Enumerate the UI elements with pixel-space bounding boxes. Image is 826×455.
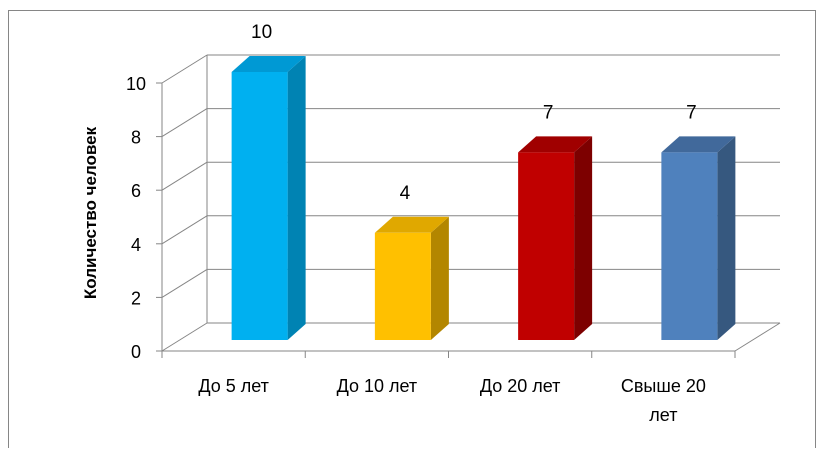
gridline-side	[161, 268, 208, 298]
bar	[518, 152, 575, 340]
bars-layer	[231, 56, 736, 340]
bar-top	[374, 216, 449, 233]
y-axis-label: Количество человек	[81, 126, 100, 299]
x-tick-label: До 5 лет	[198, 376, 269, 396]
bar-side	[287, 56, 306, 340]
x-tick-label: До 20 лет	[480, 376, 561, 396]
floor-edge	[734, 322, 781, 352]
bar	[231, 72, 288, 340]
bar-top	[231, 56, 306, 72]
x-tick-label: До 10 лет	[337, 376, 418, 396]
data-label: 10	[251, 22, 272, 43]
y-tick-label: 6	[131, 181, 141, 201]
bar-side	[430, 216, 449, 340]
y-tick-label: 0	[131, 342, 141, 362]
data-label: 7	[543, 102, 554, 123]
gridline-side	[161, 54, 208, 84]
bar	[661, 152, 718, 340]
data-label: 4	[400, 183, 411, 204]
y-tick-label: 8	[131, 128, 141, 148]
gridline-side	[161, 108, 208, 138]
data-label: 7	[686, 102, 697, 123]
x-tick-label: Свыше 20 лет	[621, 376, 706, 425]
y-tick-label: 4	[131, 235, 141, 255]
gridline-side	[161, 215, 208, 245]
gridline-side	[161, 161, 208, 191]
chart-border	[8, 10, 816, 448]
bar-top	[518, 136, 593, 153]
bar-side	[574, 136, 593, 340]
gridline-side	[161, 322, 208, 352]
bar-top	[661, 136, 736, 153]
labels-layer: 0 2 4 6 8 10 10 До 5 лет 4 До 10 лет 7 До 20 лет 7 Св…	[126, 22, 706, 425]
y-tick-label: 10	[126, 74, 146, 94]
bar-side	[717, 136, 736, 340]
y-tick-label: 2	[131, 288, 141, 308]
bar	[374, 232, 431, 340]
